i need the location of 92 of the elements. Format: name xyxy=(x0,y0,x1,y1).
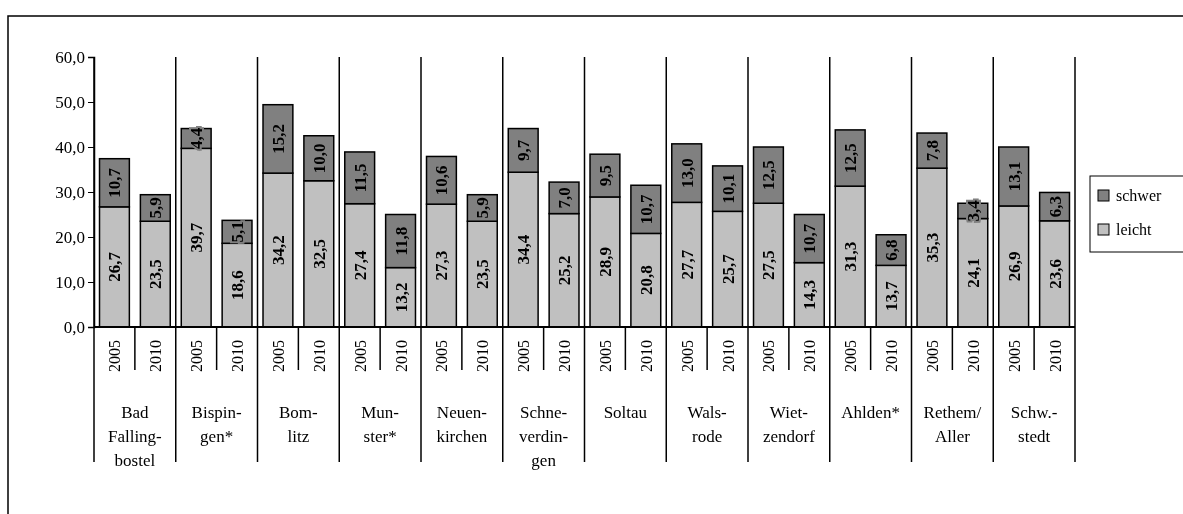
x-tick-label: 2005 xyxy=(269,340,287,372)
y-tick-label: 10,0 xyxy=(55,272,85,292)
data-label: 32,5 xyxy=(309,239,329,269)
text: Schne- verdin- gen xyxy=(519,403,569,470)
data-label: 23,5 xyxy=(146,259,166,289)
data-label: 10,7 xyxy=(800,223,820,254)
data-label: 4,4 xyxy=(187,127,207,150)
text: Ahlden* xyxy=(841,403,900,422)
data-label: 7,8 xyxy=(922,139,942,162)
x-tick-label: 2010 xyxy=(637,340,655,372)
x-tick-label: 2010 xyxy=(474,340,492,372)
data-label: 27,3 xyxy=(432,250,452,281)
text: Soltau xyxy=(603,403,648,422)
text: Bispin- gen* xyxy=(191,403,242,446)
x-tick-label: 2010 xyxy=(719,340,737,372)
data-label: 13,7 xyxy=(882,280,902,312)
data-label: 35,3 xyxy=(922,232,942,263)
x-tick-label: 2005 xyxy=(106,340,124,372)
data-label: 15,2 xyxy=(268,124,288,154)
x-tick-label: 2010 xyxy=(801,340,819,372)
text: Bom- litz xyxy=(279,403,319,446)
x-tick-label: 2005 xyxy=(678,340,696,372)
data-label: 34,4 xyxy=(514,234,534,265)
x-tick-label: 2010 xyxy=(556,340,574,372)
y-tick-label: 60,0 xyxy=(55,47,85,67)
data-label: 39,7 xyxy=(187,222,207,253)
data-label: 14,3 xyxy=(800,279,820,310)
y-tick-label: 30,0 xyxy=(55,182,85,202)
y-tick-label: 20,0 xyxy=(55,227,85,247)
x-tick-label: 2005 xyxy=(596,340,614,372)
data-label: 27,4 xyxy=(350,249,370,281)
data-label: 27,5 xyxy=(759,250,779,280)
x-tick-label: 2010 xyxy=(310,340,328,372)
data-label: 5,9 xyxy=(146,197,166,219)
data-label: 12,5 xyxy=(759,160,779,190)
text: Wiet- zendorf xyxy=(762,403,816,446)
x-tick-label: 2010 xyxy=(883,340,901,372)
data-label: 9,7 xyxy=(514,139,534,161)
x-tick-label: 2005 xyxy=(188,340,206,372)
data-label: 10,0 xyxy=(309,143,329,174)
data-label: 12,5 xyxy=(841,143,861,173)
text: Wals- rode xyxy=(687,403,728,446)
x-tick-label: 2010 xyxy=(964,340,982,372)
data-label: 31,3 xyxy=(841,241,861,272)
x-tick-label: 2010 xyxy=(1046,340,1064,372)
text: Bad Falling- bostel xyxy=(107,403,163,470)
data-label: 18,6 xyxy=(228,270,248,301)
data-label: 24,1 xyxy=(963,257,983,288)
y-tick-label: 50,0 xyxy=(55,92,85,112)
data-label: 13,0 xyxy=(677,158,697,188)
data-label: 25,7 xyxy=(718,253,738,285)
x-tick-label: 2005 xyxy=(842,340,860,372)
data-label: 20,8 xyxy=(636,265,656,296)
x-tick-label: 2005 xyxy=(351,340,369,372)
data-label: 6,3 xyxy=(1045,196,1065,218)
data-label: 13,1 xyxy=(1004,161,1024,192)
data-label: 11,8 xyxy=(391,226,411,256)
data-label: 28,9 xyxy=(595,247,615,277)
data-label: 7,0 xyxy=(555,187,575,209)
data-label: 26,9 xyxy=(1004,251,1024,282)
data-label: 10,6 xyxy=(432,165,452,196)
text: Neuen- kirchen xyxy=(436,403,488,446)
text: Rethem/ Aller xyxy=(923,403,982,446)
x-tick-label: 2010 xyxy=(147,340,165,372)
legend-label: leicht xyxy=(1116,221,1153,238)
data-label: 23,6 xyxy=(1045,259,1065,289)
data-label: 11,5 xyxy=(350,163,370,193)
data-label: 27,7 xyxy=(677,249,697,280)
data-label: 10,7 xyxy=(105,167,125,198)
data-label: 26,7 xyxy=(105,251,125,282)
data-label: 10,7 xyxy=(636,193,656,225)
data-label: 34,2 xyxy=(268,235,288,265)
text: Schw.- stedt xyxy=(1010,403,1058,446)
y-tick-label: 0,0 xyxy=(63,317,85,337)
x-tick-label: 2005 xyxy=(923,340,941,372)
data-label: 5,1 xyxy=(228,221,248,243)
data-label: 6,8 xyxy=(882,239,902,261)
x-tick-label: 2005 xyxy=(515,340,533,372)
y-tick-label: 40,0 xyxy=(55,137,85,157)
x-tick-label: 2005 xyxy=(433,340,451,372)
data-label: 13,2 xyxy=(391,282,411,313)
x-tick-label: 2005 xyxy=(760,340,778,372)
data-label: 5,9 xyxy=(473,197,493,219)
legend-label: schwer xyxy=(1116,187,1162,204)
data-label: 23,5 xyxy=(473,259,493,289)
data-label: 25,2 xyxy=(555,255,575,286)
x-tick-label: 2010 xyxy=(229,340,247,372)
data-label: 10,1 xyxy=(718,173,738,204)
x-tick-label: 2010 xyxy=(392,340,410,372)
data-label: 9,5 xyxy=(595,164,615,187)
text: Mun- ster* xyxy=(361,403,400,446)
x-tick-label: 2005 xyxy=(1005,340,1023,372)
